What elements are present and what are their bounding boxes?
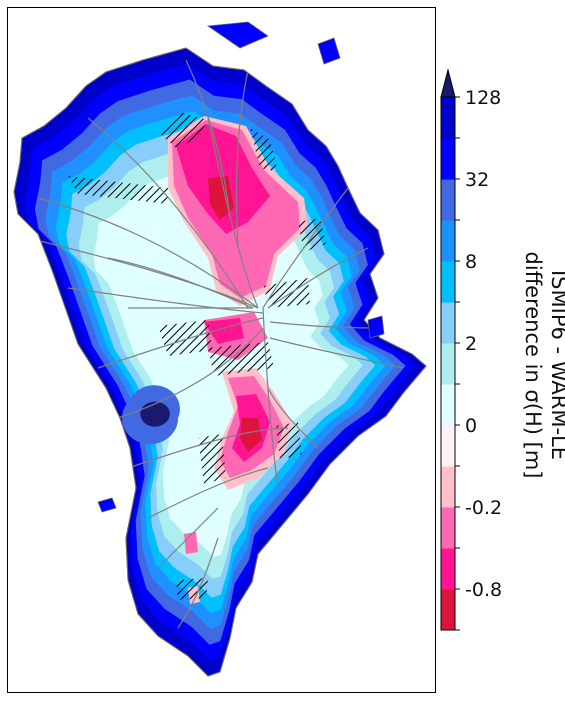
island xyxy=(367,315,385,339)
region-red-south xyxy=(240,418,262,452)
colorbar-bin xyxy=(441,97,455,139)
flowline xyxy=(147,467,269,519)
flowline xyxy=(267,387,319,449)
flowline xyxy=(269,337,404,369)
flowline xyxy=(269,321,379,329)
flowline xyxy=(235,69,249,249)
hatch-central xyxy=(208,342,274,376)
flowline xyxy=(267,247,369,309)
hatch-north-west xyxy=(158,112,208,148)
coastline xyxy=(13,47,427,677)
flowline xyxy=(97,317,264,369)
colorbar-tick-label: -0.2 xyxy=(465,497,502,519)
region-magenta-central xyxy=(204,318,244,344)
region-navy-west xyxy=(140,401,170,427)
flowline xyxy=(37,197,259,309)
flowline xyxy=(87,117,249,309)
flowline xyxy=(117,327,264,419)
colorbar-bin xyxy=(441,425,455,467)
flowline xyxy=(107,257,254,309)
flowline xyxy=(207,117,259,309)
hatch-central-east xyxy=(264,278,310,308)
colorbar-bin xyxy=(441,261,455,303)
ice-sheet-fields xyxy=(24,63,416,661)
hatch-west-band xyxy=(68,176,168,204)
flowline xyxy=(262,187,349,309)
hatch-south-west xyxy=(198,434,226,484)
colorbar-bin xyxy=(441,507,455,549)
colorbar-bin xyxy=(441,179,455,221)
colorbar-ticks: 128 32 8 2 0 -0.2 -0.8 xyxy=(455,87,502,631)
hatch-north-east xyxy=(250,128,278,172)
island xyxy=(206,21,269,49)
map-layers xyxy=(13,21,427,677)
colorbar-tick-label: 128 xyxy=(465,87,501,109)
map-panel xyxy=(7,7,436,693)
colorbar-title-line2: difference in σ(H) [m] xyxy=(521,252,545,479)
colorbar-title-line1: ISMIP6 - WARM-LE xyxy=(547,270,565,460)
colorbar-tick-label: 8 xyxy=(465,251,477,273)
flowline xyxy=(67,287,264,314)
hatch-south xyxy=(176,578,208,600)
flowline xyxy=(27,237,259,309)
colorbar-bin xyxy=(441,548,455,590)
region-pink-southtip xyxy=(184,532,198,554)
colorbar-bins xyxy=(441,97,455,631)
colorbar-bin xyxy=(441,384,455,426)
colorbar-tick-label: -0.8 xyxy=(465,579,502,601)
greenland-difference-map xyxy=(13,21,427,677)
colorbar-bin xyxy=(441,302,455,344)
colorbar-bin xyxy=(441,138,455,180)
flowline xyxy=(262,307,279,489)
island xyxy=(317,37,341,65)
island xyxy=(97,497,117,513)
colorbar-outline xyxy=(440,96,456,631)
flowline xyxy=(185,59,231,219)
colorbar-tick-label: 32 xyxy=(465,169,489,191)
colorbar-tick-label: 0 xyxy=(465,415,477,437)
flowline xyxy=(177,537,219,629)
flowline xyxy=(127,427,289,469)
colorbar-bin xyxy=(441,220,455,262)
colorbar-bin xyxy=(441,466,455,508)
flowlines xyxy=(27,59,404,629)
colorbar-tick-label: 2 xyxy=(465,333,477,355)
flowline xyxy=(157,507,219,569)
region-red-north xyxy=(208,176,234,220)
hatch-south-east xyxy=(276,422,302,460)
colorbar-bin xyxy=(441,589,455,631)
hatch-central-west xyxy=(158,320,212,356)
colorbar-extend-triangle xyxy=(440,68,456,98)
colorbar-bin xyxy=(441,343,455,385)
